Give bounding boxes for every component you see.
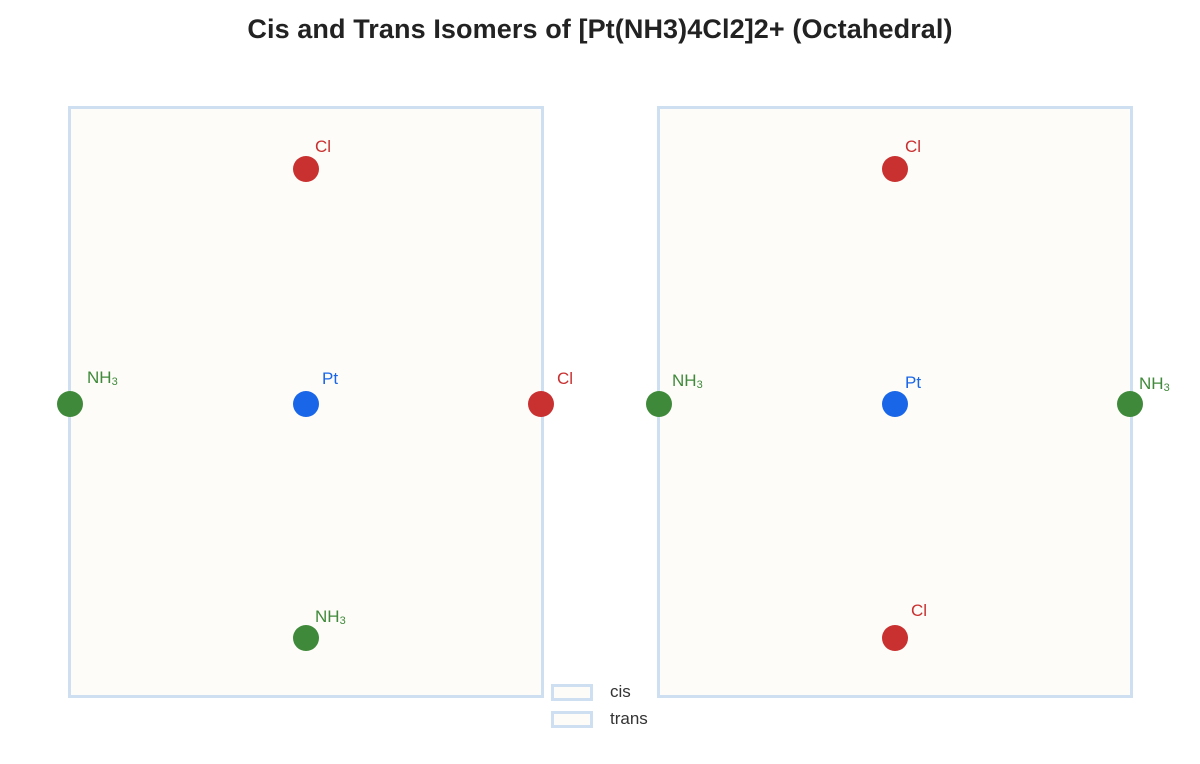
subscript-3: 3: [111, 376, 118, 388]
nh-text: NH: [315, 607, 340, 626]
cis-nh3-left-label: NH3: [87, 368, 118, 388]
cis-cl-top-atom: [293, 156, 319, 182]
cis-cl-right-label: Cl: [557, 369, 574, 388]
cis-pt-label: Pt: [322, 369, 339, 388]
trans-cl-top-atom: [882, 156, 908, 182]
legend-label-cis: cis: [610, 682, 631, 701]
legend-swatch-cis: [551, 683, 593, 701]
nh-text: NH: [87, 368, 112, 387]
cis-nh3-bottom-label: NH3: [315, 607, 346, 627]
chart-title: Cis and Trans Isomers of [Pt(NH3)4Cl2]2+…: [247, 14, 953, 44]
cis-nh3-left-atom: [57, 391, 83, 417]
nh-text: NH: [1139, 374, 1164, 393]
trans-nh3-right-label: NH3: [1139, 374, 1170, 394]
cis-cl-right-atom: [528, 391, 554, 417]
trans-pt-center-atom: [882, 391, 908, 417]
cis-nh3-bottom-atom: [293, 625, 319, 651]
legend-item-cis: cis: [551, 682, 631, 702]
trans-pt-label: Pt: [905, 373, 922, 392]
trans-cl-bottom-atom: [882, 625, 908, 651]
trans-cl-top-label: Cl: [905, 137, 922, 156]
trans-nh3-left-label: NH3: [672, 371, 703, 391]
legend-item-trans: trans: [551, 709, 648, 729]
nh-text: NH: [672, 371, 697, 390]
legend-label-trans: trans: [610, 709, 648, 728]
legend-swatch-trans: [551, 710, 593, 728]
trans-cl-bottom-label: Cl: [911, 601, 928, 620]
trans-nh3-right-atom: [1117, 391, 1143, 417]
subscript-3: 3: [696, 379, 703, 391]
subscript-3: 3: [1163, 382, 1170, 394]
cis-pt-center-atom: [293, 391, 319, 417]
cis-cl-top-label: Cl: [315, 137, 332, 156]
subscript-3: 3: [339, 615, 346, 627]
trans-nh3-left-atom: [646, 391, 672, 417]
